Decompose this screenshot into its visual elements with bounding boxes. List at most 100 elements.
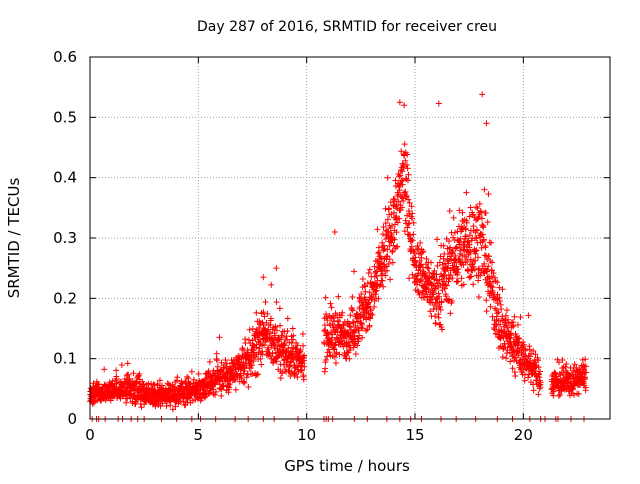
y-tick-label: 0.1 — [53, 350, 77, 368]
data-point — [213, 355, 220, 362]
data-point — [374, 226, 381, 233]
data-point — [505, 320, 512, 327]
data-point — [509, 365, 516, 372]
data-point — [481, 260, 488, 267]
data-point — [214, 363, 221, 370]
data-point — [212, 391, 219, 398]
data-point — [405, 220, 412, 227]
data-point — [582, 356, 589, 363]
data-point — [460, 238, 467, 245]
data-point — [245, 371, 252, 378]
data-point — [330, 314, 337, 321]
data-point — [325, 330, 332, 337]
data-point — [514, 321, 521, 328]
data-point — [211, 381, 218, 388]
data-point — [384, 174, 391, 181]
data-point — [491, 274, 498, 281]
data-point — [279, 370, 286, 377]
data-point — [495, 309, 502, 316]
data-point — [482, 209, 489, 216]
data-point — [489, 289, 496, 296]
data-point — [327, 300, 334, 307]
data-points — [87, 91, 590, 422]
data-point — [206, 358, 213, 365]
data-point — [526, 353, 533, 360]
data-point — [245, 383, 252, 390]
data-point — [437, 303, 444, 310]
data-point — [272, 323, 279, 330]
data-point — [520, 339, 527, 346]
data-point — [535, 391, 542, 398]
data-point — [396, 215, 403, 222]
data-point — [438, 324, 445, 331]
data-point — [401, 102, 408, 109]
data-point — [462, 225, 469, 232]
data-point — [470, 263, 477, 270]
data-point — [273, 299, 280, 306]
data-point — [525, 374, 532, 381]
data-point — [101, 366, 108, 373]
data-point — [354, 318, 361, 325]
data-point — [401, 228, 408, 235]
data-point — [514, 339, 521, 346]
data-point — [159, 400, 166, 407]
data-point — [337, 325, 344, 332]
data-point — [253, 371, 260, 378]
data-point — [300, 376, 307, 383]
data-point — [551, 369, 558, 376]
data-point — [195, 370, 202, 377]
data-point — [483, 308, 490, 315]
data-point — [393, 229, 400, 236]
data-point — [472, 257, 479, 264]
data-point — [473, 247, 480, 254]
data-point — [223, 360, 230, 367]
data-point — [152, 403, 159, 410]
data-point — [502, 312, 509, 319]
data-point — [477, 208, 484, 215]
data-point — [322, 365, 329, 372]
data-point — [402, 188, 409, 195]
data-point — [159, 382, 166, 389]
data-point — [366, 289, 373, 296]
y-tick-label: 0.2 — [53, 289, 77, 307]
data-point — [436, 293, 443, 300]
data-point — [555, 392, 562, 399]
data-point — [537, 379, 544, 386]
data-point — [357, 295, 364, 302]
data-point — [403, 192, 410, 199]
data-point — [402, 217, 409, 224]
data-point — [420, 248, 427, 255]
data-point — [398, 148, 405, 155]
data-point — [260, 309, 267, 316]
data-point — [512, 354, 519, 361]
data-point — [261, 313, 268, 320]
data-point — [406, 199, 413, 206]
data-point — [450, 214, 457, 221]
data-point — [451, 259, 458, 266]
data-point — [530, 387, 537, 394]
data-point — [428, 259, 435, 266]
data-point — [488, 239, 495, 246]
data-point — [404, 177, 411, 184]
data-point — [284, 315, 291, 322]
data-point — [446, 276, 453, 283]
data-point — [563, 369, 570, 376]
data-point — [510, 323, 517, 330]
data-point — [284, 328, 291, 335]
data-point — [261, 342, 268, 349]
data-point — [118, 362, 125, 369]
data-point — [485, 263, 492, 270]
y-tick-label: 0.3 — [53, 229, 77, 247]
data-point — [430, 289, 437, 296]
data-point — [346, 323, 353, 330]
data-point — [243, 374, 250, 381]
data-point — [438, 298, 445, 305]
data-point — [398, 178, 405, 185]
data-point — [355, 327, 362, 334]
data-point — [474, 254, 481, 261]
data-point — [214, 357, 221, 364]
data-point — [113, 375, 120, 382]
data-point — [367, 315, 374, 322]
data-point — [400, 163, 407, 170]
data-point — [530, 347, 537, 354]
